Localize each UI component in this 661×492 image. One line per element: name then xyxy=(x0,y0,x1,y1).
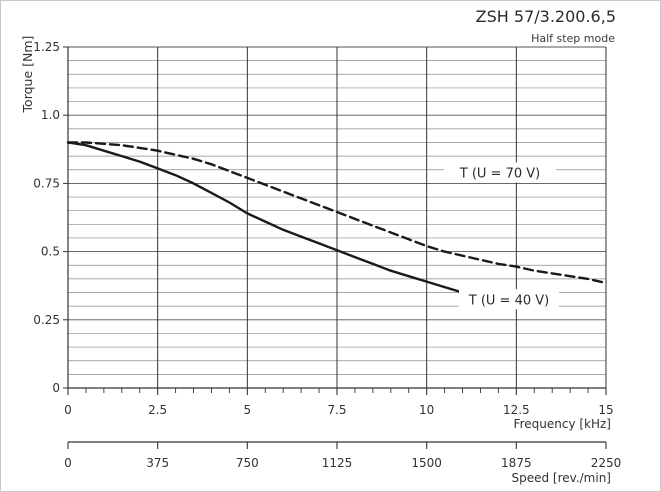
x2-tick-label: 1500 xyxy=(411,456,442,470)
chart-title: ZSH 57/3.200.6,5 xyxy=(475,7,616,26)
x-tick-label: 2.5 xyxy=(148,403,167,417)
y-axis-label: Torque [Nm] xyxy=(20,35,35,113)
series-label-40v: T (U = 40 V) xyxy=(468,293,549,308)
x2-tick-label: 1125 xyxy=(322,456,353,470)
x-tick-label: 5 xyxy=(244,403,252,417)
x-axis-label-frequency: Frequency [kHz] xyxy=(513,417,611,431)
x-tick-label: 10 xyxy=(419,403,434,417)
x-tick-label: 7.5 xyxy=(327,403,346,417)
y-tick-label: 0.75 xyxy=(33,176,60,190)
y-tick-label: 1.25 xyxy=(33,40,60,54)
x-axis-label-speed: Speed [rev./min] xyxy=(511,471,611,485)
x2-tick-label: 375 xyxy=(146,456,169,470)
series-line-40v xyxy=(66,141,496,298)
y-tick-label: 0.25 xyxy=(33,313,60,327)
x-tick-label: 12.5 xyxy=(503,403,530,417)
series-label-70v: T (U = 70 V) xyxy=(459,166,540,181)
series-label-40v-bg xyxy=(459,289,559,310)
x2-tick-label: 1875 xyxy=(501,456,532,470)
series-label-70v-bg xyxy=(444,162,556,183)
x2-tick-label: 2250 xyxy=(591,456,622,470)
series-line-70v xyxy=(66,141,608,285)
x2-tick-label: 0 xyxy=(64,456,72,470)
x2-tick-label: 750 xyxy=(236,456,259,470)
x-tick-label: 0 xyxy=(64,403,72,417)
x-tick-label: 15 xyxy=(598,403,613,417)
y-tick-label: 0 xyxy=(52,381,60,395)
y-tick-label: 0.5 xyxy=(41,245,60,259)
y-tick-label: 1.0 xyxy=(41,108,60,122)
chart-subtitle: Half step mode xyxy=(531,32,615,45)
